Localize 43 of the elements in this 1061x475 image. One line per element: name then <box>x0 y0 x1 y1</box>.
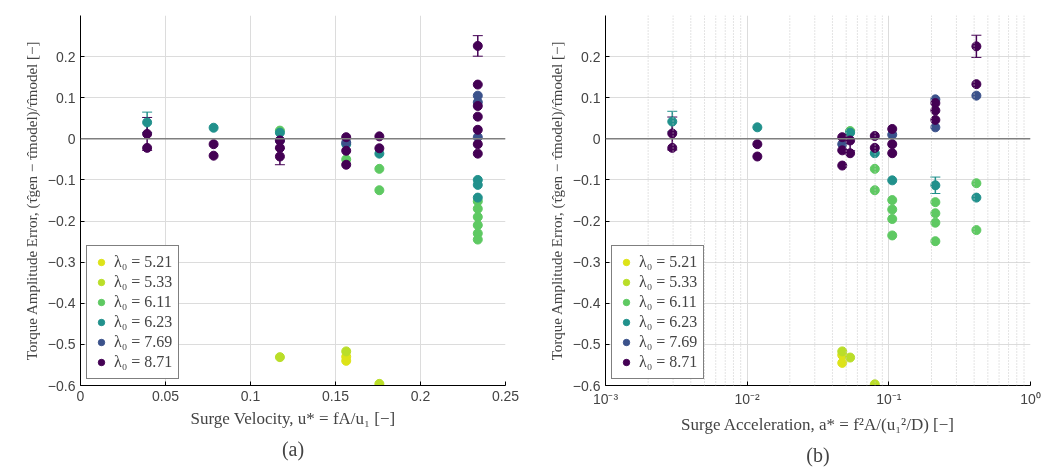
legend-label: λ₀ = 7.69 <box>114 333 173 351</box>
x-tick-label: 0.05 <box>151 387 180 404</box>
y-axis-title: Torque Amplitude Error, (τ̂gen − τ̂model)/τ̂model [−] <box>548 41 566 361</box>
x-axis-title: Surge Velocity, u* = fA/u₁ [−] <box>190 408 396 428</box>
x-tick-label: 0.15 <box>321 387 350 404</box>
legend-label: λ₀ = 5.33 <box>114 273 173 291</box>
y-tick-label: 0 <box>67 130 76 147</box>
y-tick-label: −0.2 <box>47 213 76 230</box>
text: (b) <box>806 443 830 467</box>
y-tick-label: 0 <box>592 130 601 147</box>
x-tick-label: 0.2 <box>410 387 431 404</box>
y-tick-label: −0.1 <box>572 171 601 188</box>
legend-label: λ₀ = 5.21 <box>114 253 173 271</box>
x-tick-label: 10⁰ <box>1020 390 1041 407</box>
legend-label: λ₀ = 6.23 <box>114 313 173 331</box>
y-tick-label: 0.2 <box>56 48 76 65</box>
x-tick-label: 0.25 <box>491 387 520 404</box>
legend-label: λ₀ = 8.71 <box>114 353 173 371</box>
legend-label: λ₀ = 6.11 <box>639 293 697 311</box>
y-tick-label: −0.6 <box>47 377 76 394</box>
x-tick-label: 10⁻² <box>734 390 761 407</box>
y-tick-label: −0.5 <box>47 336 76 353</box>
y-tick-label: 0.2 <box>581 48 601 65</box>
x-tick-label: 10⁻¹ <box>876 390 902 407</box>
legend-label: λ₀ = 6.23 <box>639 313 698 331</box>
legend-label: λ₀ = 5.21 <box>639 253 698 271</box>
legend-label: λ₀ = 5.33 <box>639 273 698 291</box>
y-tick-label: −0.4 <box>47 295 76 312</box>
y-tick-label: −0.3 <box>47 254 76 271</box>
y-tick-label: −0.4 <box>572 295 601 312</box>
x-tick-label: 0.1 <box>240 387 261 404</box>
x-axis-title: Surge Acceleration, a* = f²A/(u₁²/D) [−] <box>681 414 954 434</box>
legend-label: λ₀ = 7.69 <box>639 333 698 351</box>
legend-label: λ₀ = 6.11 <box>114 293 172 311</box>
y-axis-title: Torque Amplitude Error, (τ̂gen − τ̂model)/τ̂model [−] <box>23 41 41 361</box>
legend-label: λ₀ = 8.71 <box>639 353 698 371</box>
y-tick-label: −0.3 <box>572 254 601 271</box>
y-tick-label: −0.2 <box>572 213 601 230</box>
y-tick-label: −0.5 <box>572 336 601 353</box>
y-tick-label: 0.1 <box>581 89 601 106</box>
y-tick-label: 0.1 <box>56 89 76 106</box>
text: (a) <box>281 437 305 461</box>
y-tick-label: −0.1 <box>47 171 76 188</box>
